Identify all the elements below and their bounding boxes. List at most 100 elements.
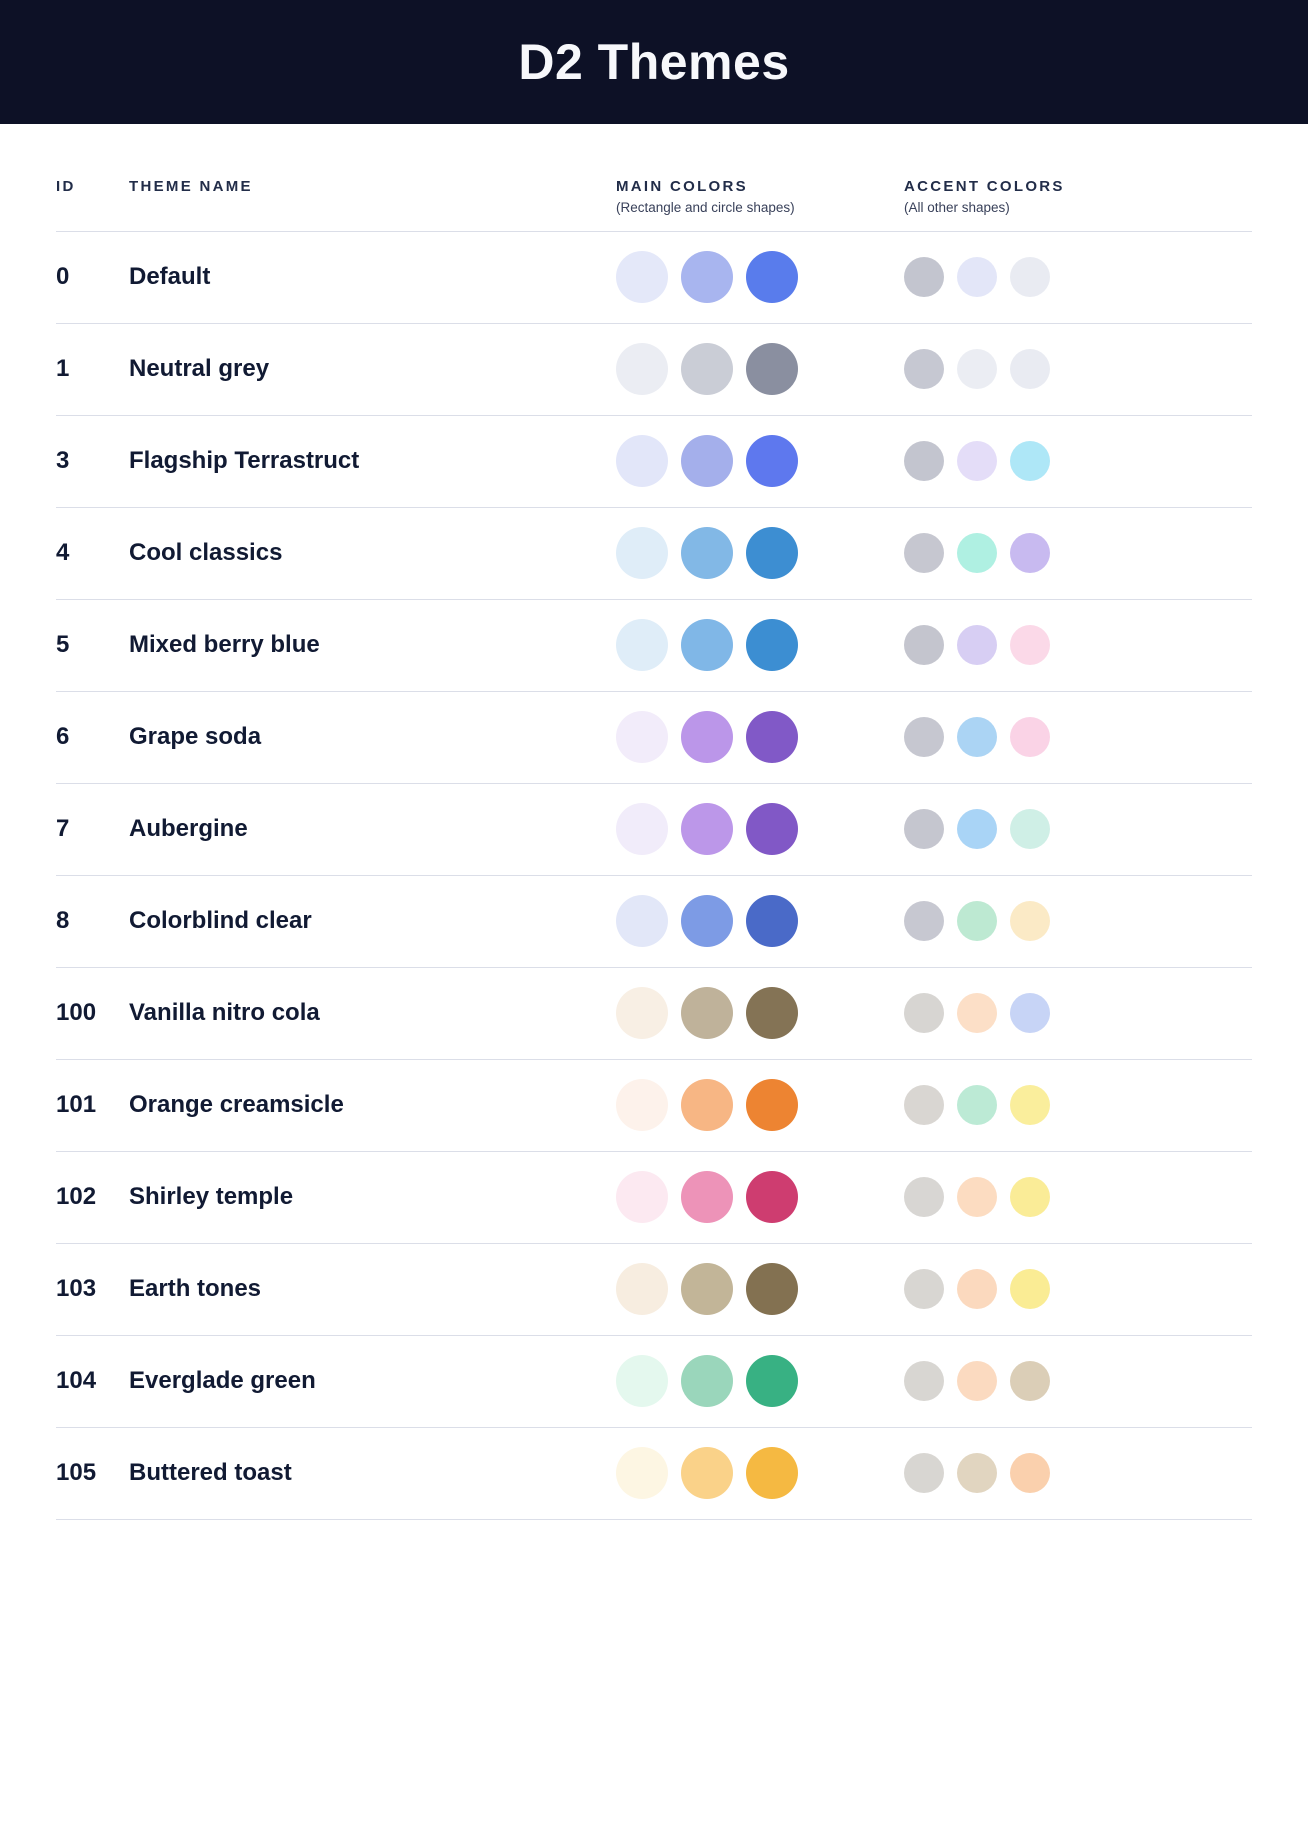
main-color-swatch xyxy=(616,803,668,856)
main-color-swatch xyxy=(681,251,733,304)
theme-id: 105 xyxy=(56,1459,97,1487)
theme-row: 1 Neutral grey xyxy=(56,324,1252,416)
accent-color-swatches xyxy=(904,257,1252,298)
theme-row: 100 Vanilla nitro cola xyxy=(56,968,1252,1060)
theme-row: 105 Buttered toast xyxy=(56,1428,1252,1520)
accent-color-swatch xyxy=(904,993,944,1034)
main-color-swatch xyxy=(681,1171,733,1224)
main-color-swatches xyxy=(616,987,904,1040)
theme-id: 3 xyxy=(56,447,70,475)
main-color-swatch xyxy=(616,251,668,304)
accent-color-swatch xyxy=(904,901,944,942)
main-color-swatch xyxy=(746,343,798,396)
accent-color-swatch xyxy=(957,1177,997,1218)
theme-id: 1 xyxy=(56,355,70,383)
main-color-swatch xyxy=(616,1447,668,1500)
main-color-swatch xyxy=(746,1447,798,1500)
main-color-swatch xyxy=(616,895,668,948)
theme-id: 103 xyxy=(56,1275,97,1303)
main-color-swatches xyxy=(616,1447,904,1500)
accent-color-swatch xyxy=(904,257,944,298)
main-color-swatch xyxy=(681,987,733,1040)
theme-name: Flagship Terrastruct xyxy=(129,447,360,475)
main-color-swatch xyxy=(681,527,733,580)
accent-color-swatch xyxy=(957,1269,997,1310)
main-color-swatch xyxy=(746,803,798,856)
accent-color-swatch xyxy=(957,533,997,574)
main-color-swatch xyxy=(616,1171,668,1224)
theme-row: 102 Shirley temple xyxy=(56,1152,1252,1244)
main-color-swatch xyxy=(616,435,668,488)
main-color-swatch xyxy=(746,987,798,1040)
theme-id: 100 xyxy=(56,999,97,1027)
accent-color-swatches xyxy=(904,1453,1252,1494)
main-color-swatch xyxy=(616,1263,668,1316)
accent-color-swatch xyxy=(1010,1361,1050,1402)
themes-table: ID THEME NAME MAIN COLORS (Rectangle and… xyxy=(56,124,1252,1520)
table-header-row: ID THEME NAME MAIN COLORS (Rectangle and… xyxy=(56,124,1252,232)
theme-id: 5 xyxy=(56,631,70,659)
main-color-swatches xyxy=(616,895,904,948)
accent-color-swatch xyxy=(904,1085,944,1126)
accent-color-swatch xyxy=(1010,1177,1050,1218)
theme-id: 4 xyxy=(56,539,70,567)
accent-color-swatches xyxy=(904,625,1252,666)
accent-color-swatches xyxy=(904,1085,1252,1126)
page-title: D2 Themes xyxy=(518,34,790,90)
accent-color-swatch xyxy=(904,625,944,666)
main-color-swatches xyxy=(616,1079,904,1132)
main-color-swatch xyxy=(616,987,668,1040)
main-color-swatch xyxy=(681,711,733,764)
accent-color-swatch xyxy=(1010,625,1050,666)
theme-row: 8 Colorblind clear xyxy=(56,876,1252,968)
column-subheader-accent-colors: (All other shapes) xyxy=(904,199,1010,215)
accent-color-swatch xyxy=(904,533,944,574)
accent-color-swatch xyxy=(1010,993,1050,1034)
accent-color-swatch xyxy=(957,901,997,942)
accent-color-swatches xyxy=(904,1177,1252,1218)
accent-color-swatch xyxy=(904,349,944,390)
main-color-swatch xyxy=(746,619,798,672)
table-body: 0 Default 1 Neutral grey 3 Flagship Terrastru… xyxy=(56,232,1252,1520)
main-color-swatches xyxy=(616,803,904,856)
column-header-main-colors: MAIN COLORS xyxy=(616,178,748,195)
accent-color-swatch xyxy=(1010,349,1050,390)
accent-color-swatch xyxy=(904,1453,944,1494)
main-color-swatch xyxy=(681,435,733,488)
main-color-swatch xyxy=(746,711,798,764)
main-color-swatch xyxy=(746,1079,798,1132)
accent-color-swatch xyxy=(957,441,997,482)
accent-color-swatch xyxy=(1010,1085,1050,1126)
column-header-accent-colors-group: ACCENT COLORS (All other shapes) xyxy=(904,178,1252,215)
main-color-swatch xyxy=(616,1355,668,1408)
accent-color-swatch xyxy=(957,809,997,850)
accent-color-swatch xyxy=(1010,901,1050,942)
accent-color-swatch xyxy=(904,809,944,850)
accent-color-swatch xyxy=(957,625,997,666)
theme-name: Aubergine xyxy=(129,815,248,843)
column-header-main-colors-group: MAIN COLORS (Rectangle and circle shapes… xyxy=(616,178,904,215)
theme-id: 8 xyxy=(56,907,70,935)
accent-color-swatches xyxy=(904,993,1252,1034)
accent-color-swatch xyxy=(1010,1269,1050,1310)
theme-name: Default xyxy=(129,263,211,291)
accent-color-swatches xyxy=(904,717,1252,758)
column-header-accent-colors: ACCENT COLORS xyxy=(904,178,1065,195)
page-header: D2 Themes xyxy=(0,0,1308,124)
accent-color-swatch xyxy=(1010,441,1050,482)
theme-row: 7 Aubergine xyxy=(56,784,1252,876)
accent-color-swatch xyxy=(957,1361,997,1402)
main-color-swatch xyxy=(616,619,668,672)
theme-name: Everglade green xyxy=(129,1367,316,1395)
theme-row: 0 Default xyxy=(56,232,1252,324)
theme-name: Mixed berry blue xyxy=(129,631,320,659)
accent-color-swatches xyxy=(904,349,1252,390)
theme-name: Colorblind clear xyxy=(129,907,312,935)
main-color-swatches xyxy=(616,619,904,672)
accent-color-swatch xyxy=(957,1085,997,1126)
theme-name: Neutral grey xyxy=(129,355,270,383)
accent-color-swatch xyxy=(1010,717,1050,758)
main-color-swatch xyxy=(681,895,733,948)
theme-row: 6 Grape soda xyxy=(56,692,1252,784)
